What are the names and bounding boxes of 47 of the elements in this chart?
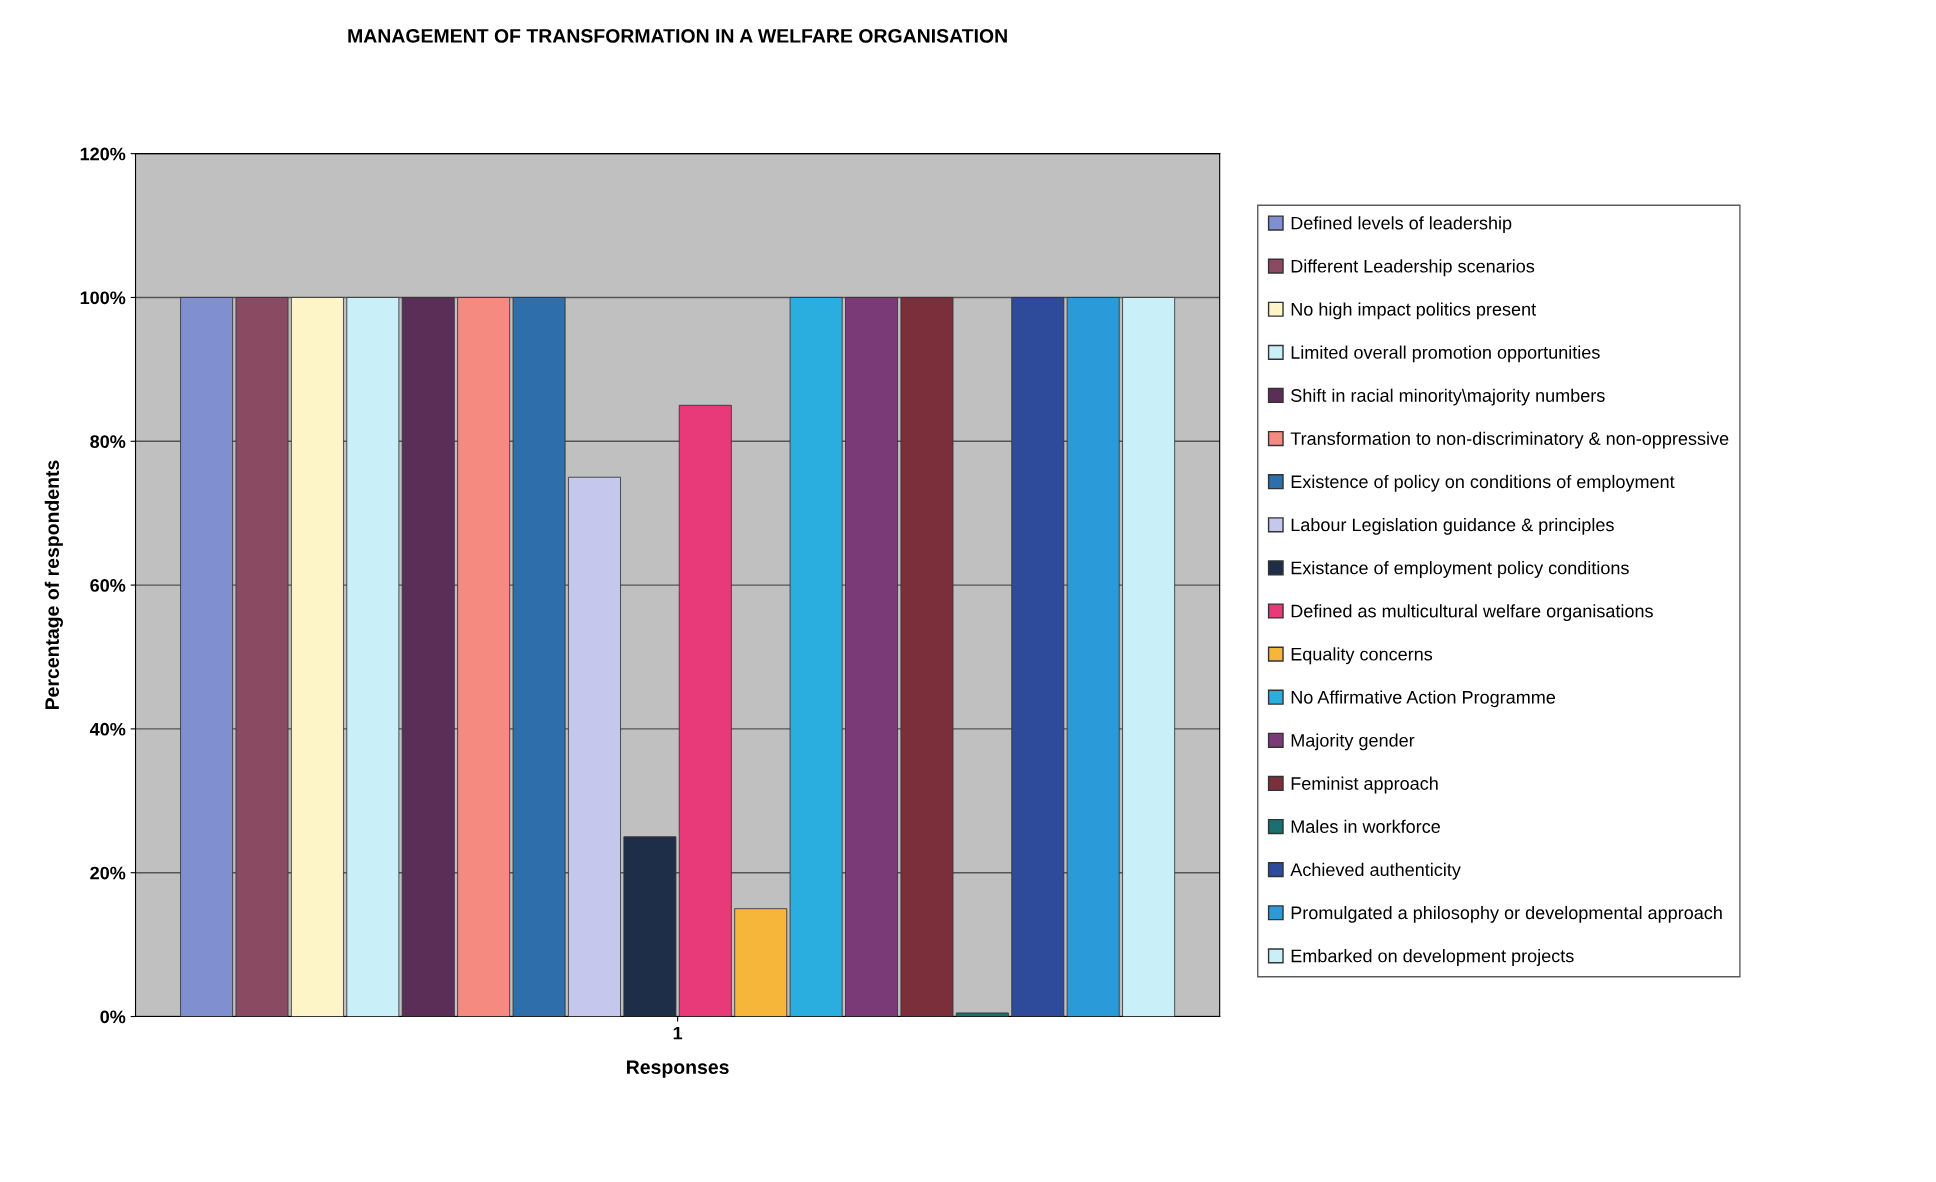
legend-label: Transformation to non-discriminatory & non-oppressive bbox=[1290, 431, 1729, 449]
bar bbox=[290, 297, 344, 1017]
bar bbox=[789, 297, 843, 1017]
bar bbox=[512, 297, 566, 1017]
legend-label: Promulgated a philosophy or developmental approach bbox=[1291, 905, 1722, 923]
bar bbox=[623, 836, 677, 1017]
bar bbox=[457, 297, 511, 1017]
bar bbox=[845, 297, 899, 1017]
y-tick-label: 20% bbox=[90, 866, 126, 880]
legend-label: Achieved authenticity bbox=[1290, 862, 1461, 880]
bar bbox=[678, 404, 732, 1017]
bar bbox=[900, 297, 954, 1017]
bar bbox=[1122, 297, 1176, 1017]
legend-label: Males in workforce bbox=[1291, 819, 1440, 833]
bar bbox=[401, 297, 455, 1017]
legend-label: Labour Legislation guidance & principles bbox=[1291, 517, 1614, 535]
legend-label: Existance of employment policy conditions bbox=[1291, 561, 1629, 578]
y-tick-label: 120% bbox=[80, 147, 126, 161]
x-axis-title: Responses bbox=[627, 1060, 729, 1078]
y-tick-label: 0% bbox=[100, 1010, 126, 1024]
y-axis-title: Percentage of respondents bbox=[44, 460, 63, 710]
legend-label: Equality concerns bbox=[1291, 647, 1433, 665]
bar bbox=[734, 908, 788, 1017]
legend-label: Majority gender bbox=[1291, 733, 1415, 751]
legend-label: Existence of policy on conditions of employment bbox=[1291, 474, 1675, 492]
y-tick-label: 60% bbox=[90, 579, 126, 592]
chart-title: MANAGEMENT OF TRANSFORMATION IN A WELFARE ORGANISATION bbox=[348, 28, 1007, 43]
y-tick-label: 100% bbox=[80, 291, 126, 305]
legend-label: Shift in racial minority\majority numbers bbox=[1291, 388, 1605, 406]
y-tick-label: 80% bbox=[90, 435, 126, 448]
legend-label: Defined levels of leadership bbox=[1291, 216, 1512, 234]
legend-label: Embarked on development projects bbox=[1291, 949, 1574, 966]
legend-label: No high impact politics present bbox=[1291, 302, 1536, 320]
bar bbox=[1011, 297, 1065, 1017]
bar bbox=[235, 297, 289, 1017]
bar bbox=[1066, 297, 1120, 1017]
bar bbox=[955, 1012, 1009, 1017]
legend-label: Different Leadership scenarios bbox=[1291, 259, 1535, 277]
legend-label: No Affirmative Action Programme bbox=[1291, 690, 1556, 708]
legend-label: Limited overall promotion opportunities bbox=[1291, 345, 1600, 363]
bar bbox=[346, 297, 400, 1017]
legend-label: Feminist approach bbox=[1291, 776, 1438, 794]
y-tick-label: 40% bbox=[89, 722, 126, 736]
legend-label: Defined as multicultural welfare organisations bbox=[1291, 604, 1653, 622]
bar bbox=[568, 476, 621, 1017]
bar bbox=[180, 297, 234, 1017]
x-tick-label: 1 bbox=[673, 1026, 683, 1040]
